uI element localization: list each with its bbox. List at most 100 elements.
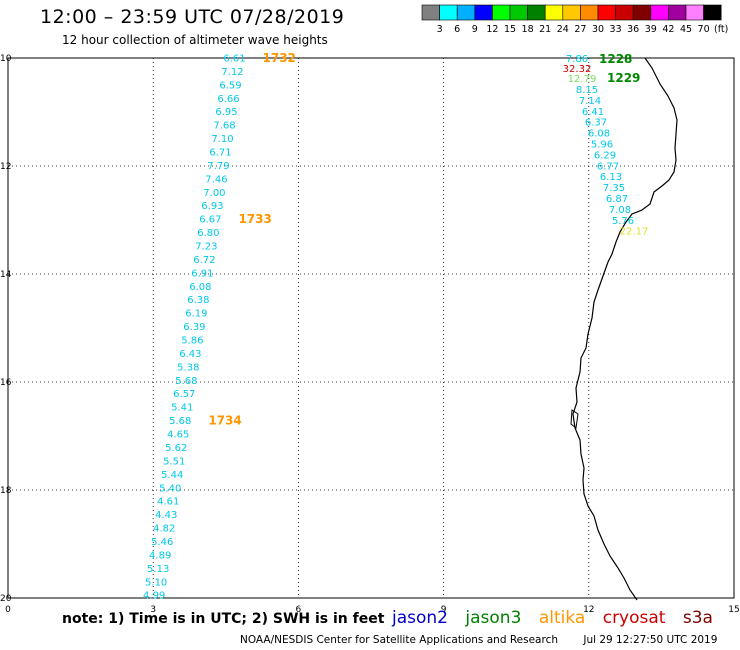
wave-height-label: 6.13 xyxy=(600,172,622,183)
wave-height-label: 6.61 xyxy=(223,54,245,65)
color-scale-label: 45 xyxy=(680,24,692,35)
color-scale-label: 6 xyxy=(454,24,460,35)
wave-height-label: 4.82 xyxy=(153,524,175,535)
y-tick-label: 14 xyxy=(0,270,12,280)
credit-line: NOAA/NESDIS Center for Satellite Applica… xyxy=(240,634,717,646)
wave-height-label: 7.35 xyxy=(603,183,625,194)
wave-height-label: 6.39 xyxy=(183,322,205,333)
wave-height-label: 6.57 xyxy=(173,389,195,400)
wave-height-label: 4.61 xyxy=(157,497,179,508)
wave-height-label: 6.72 xyxy=(193,255,215,266)
wave-height-label: 5.62 xyxy=(165,443,187,454)
x-tick-label: 3 xyxy=(150,605,156,615)
x-tick-label: 6 xyxy=(296,605,302,615)
wave-height-label: 5.13 xyxy=(147,564,169,575)
wave-height-label: 5.51 xyxy=(163,456,185,467)
map-title: 12:00 – 23:59 UTC 07/28/2019 xyxy=(40,6,345,28)
wave-height-label: 5.68 xyxy=(169,416,191,427)
color-scale-label: 36 xyxy=(627,24,639,35)
color-scale-label: 12 xyxy=(486,24,498,35)
wave-height-label: 5.40 xyxy=(159,483,181,494)
satellite-jason3: jason3 xyxy=(465,608,522,628)
x-tick-label: 0 xyxy=(5,605,11,615)
color-scale-label: 27 xyxy=(574,24,586,35)
wave-height-label: 6.91 xyxy=(191,268,213,279)
wave-height-label: 5.86 xyxy=(181,336,203,347)
y-tick-label: 20 xyxy=(0,594,12,604)
wave-height-label: 6.41 xyxy=(582,107,604,118)
color-scale-label: 18 xyxy=(522,24,534,35)
color-scale-label: 24 xyxy=(557,24,569,35)
wave-height-label: 32.32 xyxy=(563,64,592,75)
color-scale-legend: 3 6 9 12 15 18 21 24 27 30 33 36 39 42 45 70 (ft) xyxy=(421,4,728,35)
wave-height-label: 6.29 xyxy=(594,150,616,161)
pass-time-label: 1733 xyxy=(238,212,271,226)
color-scale-label: 9 xyxy=(472,24,478,35)
wave-height-label: 12.79 xyxy=(568,74,597,85)
wave-height-label: 6.77 xyxy=(597,161,619,172)
wave-height-label: 5.96 xyxy=(591,140,613,151)
wave-height-label: 4.89 xyxy=(149,550,171,561)
wave-height-label: 6.59 xyxy=(219,80,241,91)
color-swatch xyxy=(703,4,722,21)
wave-height-label: 4.65 xyxy=(167,430,189,441)
wave-height-label: 7.86 xyxy=(566,54,588,65)
color-scale-label: 39 xyxy=(645,24,657,35)
wave-height-label: 6.80 xyxy=(197,228,219,239)
color-scale-label: 3 xyxy=(437,24,443,35)
wave-height-label: 6.19 xyxy=(185,309,207,320)
wave-height-label: 6.08 xyxy=(189,282,211,293)
wave-height-label: 7.23 xyxy=(195,242,217,253)
color-scale-label: 21 xyxy=(539,24,551,35)
west-track-labels: 6.61 7.12 6.59 6.66 6.95 7.68 7.10 6.71 7.79 7.46… xyxy=(143,51,296,602)
wave-height-label: 5.41 xyxy=(171,403,193,414)
wave-height-label: 5.68 xyxy=(175,376,197,387)
credit-text: NOAA/NESDIS Center for Satellite Applica… xyxy=(240,634,558,646)
coastline xyxy=(570,57,678,601)
wave-height-label: 7.68 xyxy=(213,121,235,132)
wave-height-label: 6.66 xyxy=(217,94,239,105)
units-note: note: 1) Time is in UTC; 2) SWH is in fe… xyxy=(62,611,385,627)
wave-height-label: 5.44 xyxy=(161,470,183,481)
map-subtitle: 12 hour collection of altimeter wave hei… xyxy=(62,33,328,47)
color-scale-label: 30 xyxy=(592,24,604,35)
wave-height-label: 7.10 xyxy=(211,134,233,145)
wave-height-label: 8.15 xyxy=(576,85,598,96)
color-scale-label: 70 xyxy=(698,24,710,35)
y-tick-label: 12 xyxy=(0,162,11,172)
wave-height-label: 5.46 xyxy=(151,537,173,548)
wave-height-label: 5.38 xyxy=(177,362,199,373)
wave-height-label: 5.76 xyxy=(612,216,634,227)
y-tick-label: 16 xyxy=(0,378,12,388)
wave-height-label: 6.67 xyxy=(199,215,221,226)
wave-height-label: 6.43 xyxy=(179,349,201,360)
wave-height-label: 6.71 xyxy=(209,148,231,159)
timestamp: Jul 29 12:27:50 UTC 2019 xyxy=(583,634,718,646)
satellite-legend: jason2 jason3 altika cryosat s3a xyxy=(392,608,725,628)
wave-height-label: 6.87 xyxy=(606,194,628,205)
wave-height-label: 7.14 xyxy=(579,96,601,107)
color-scale-label: 15 xyxy=(504,24,516,35)
wave-height-label: 6.37 xyxy=(585,118,607,129)
y-tick-label: 18 xyxy=(0,486,12,496)
map-frame xyxy=(7,57,735,599)
x-tick-label: 9 xyxy=(441,605,447,615)
wave-height-label: 4.99 xyxy=(143,591,165,602)
wave-height-label: 6.08 xyxy=(588,129,610,140)
wave-height-label: 22.17 xyxy=(620,227,649,238)
wave-height-label: 7.00 xyxy=(203,188,225,199)
map-grid: 0 3 6 9 12 15 10 12 14 16 18 20 xyxy=(0,54,740,615)
wave-height-label: 6.38 xyxy=(187,295,209,306)
satellite-cryosat: cryosat xyxy=(602,608,666,628)
pass-time-label: 1732 xyxy=(263,51,296,65)
color-scale-label: 33 xyxy=(610,24,622,35)
satellite-altika: altika xyxy=(538,608,586,628)
wave-height-label: 6.93 xyxy=(201,201,223,212)
wave-height-label: 5.10 xyxy=(145,577,167,588)
x-tick-label: 12 xyxy=(583,605,594,615)
satellite-jason2: jason2 xyxy=(392,608,448,628)
wave-height-label: 7.12 xyxy=(221,67,243,78)
wave-height-label: 7.79 xyxy=(207,161,229,172)
pass-time-label: 1734 xyxy=(208,413,241,427)
